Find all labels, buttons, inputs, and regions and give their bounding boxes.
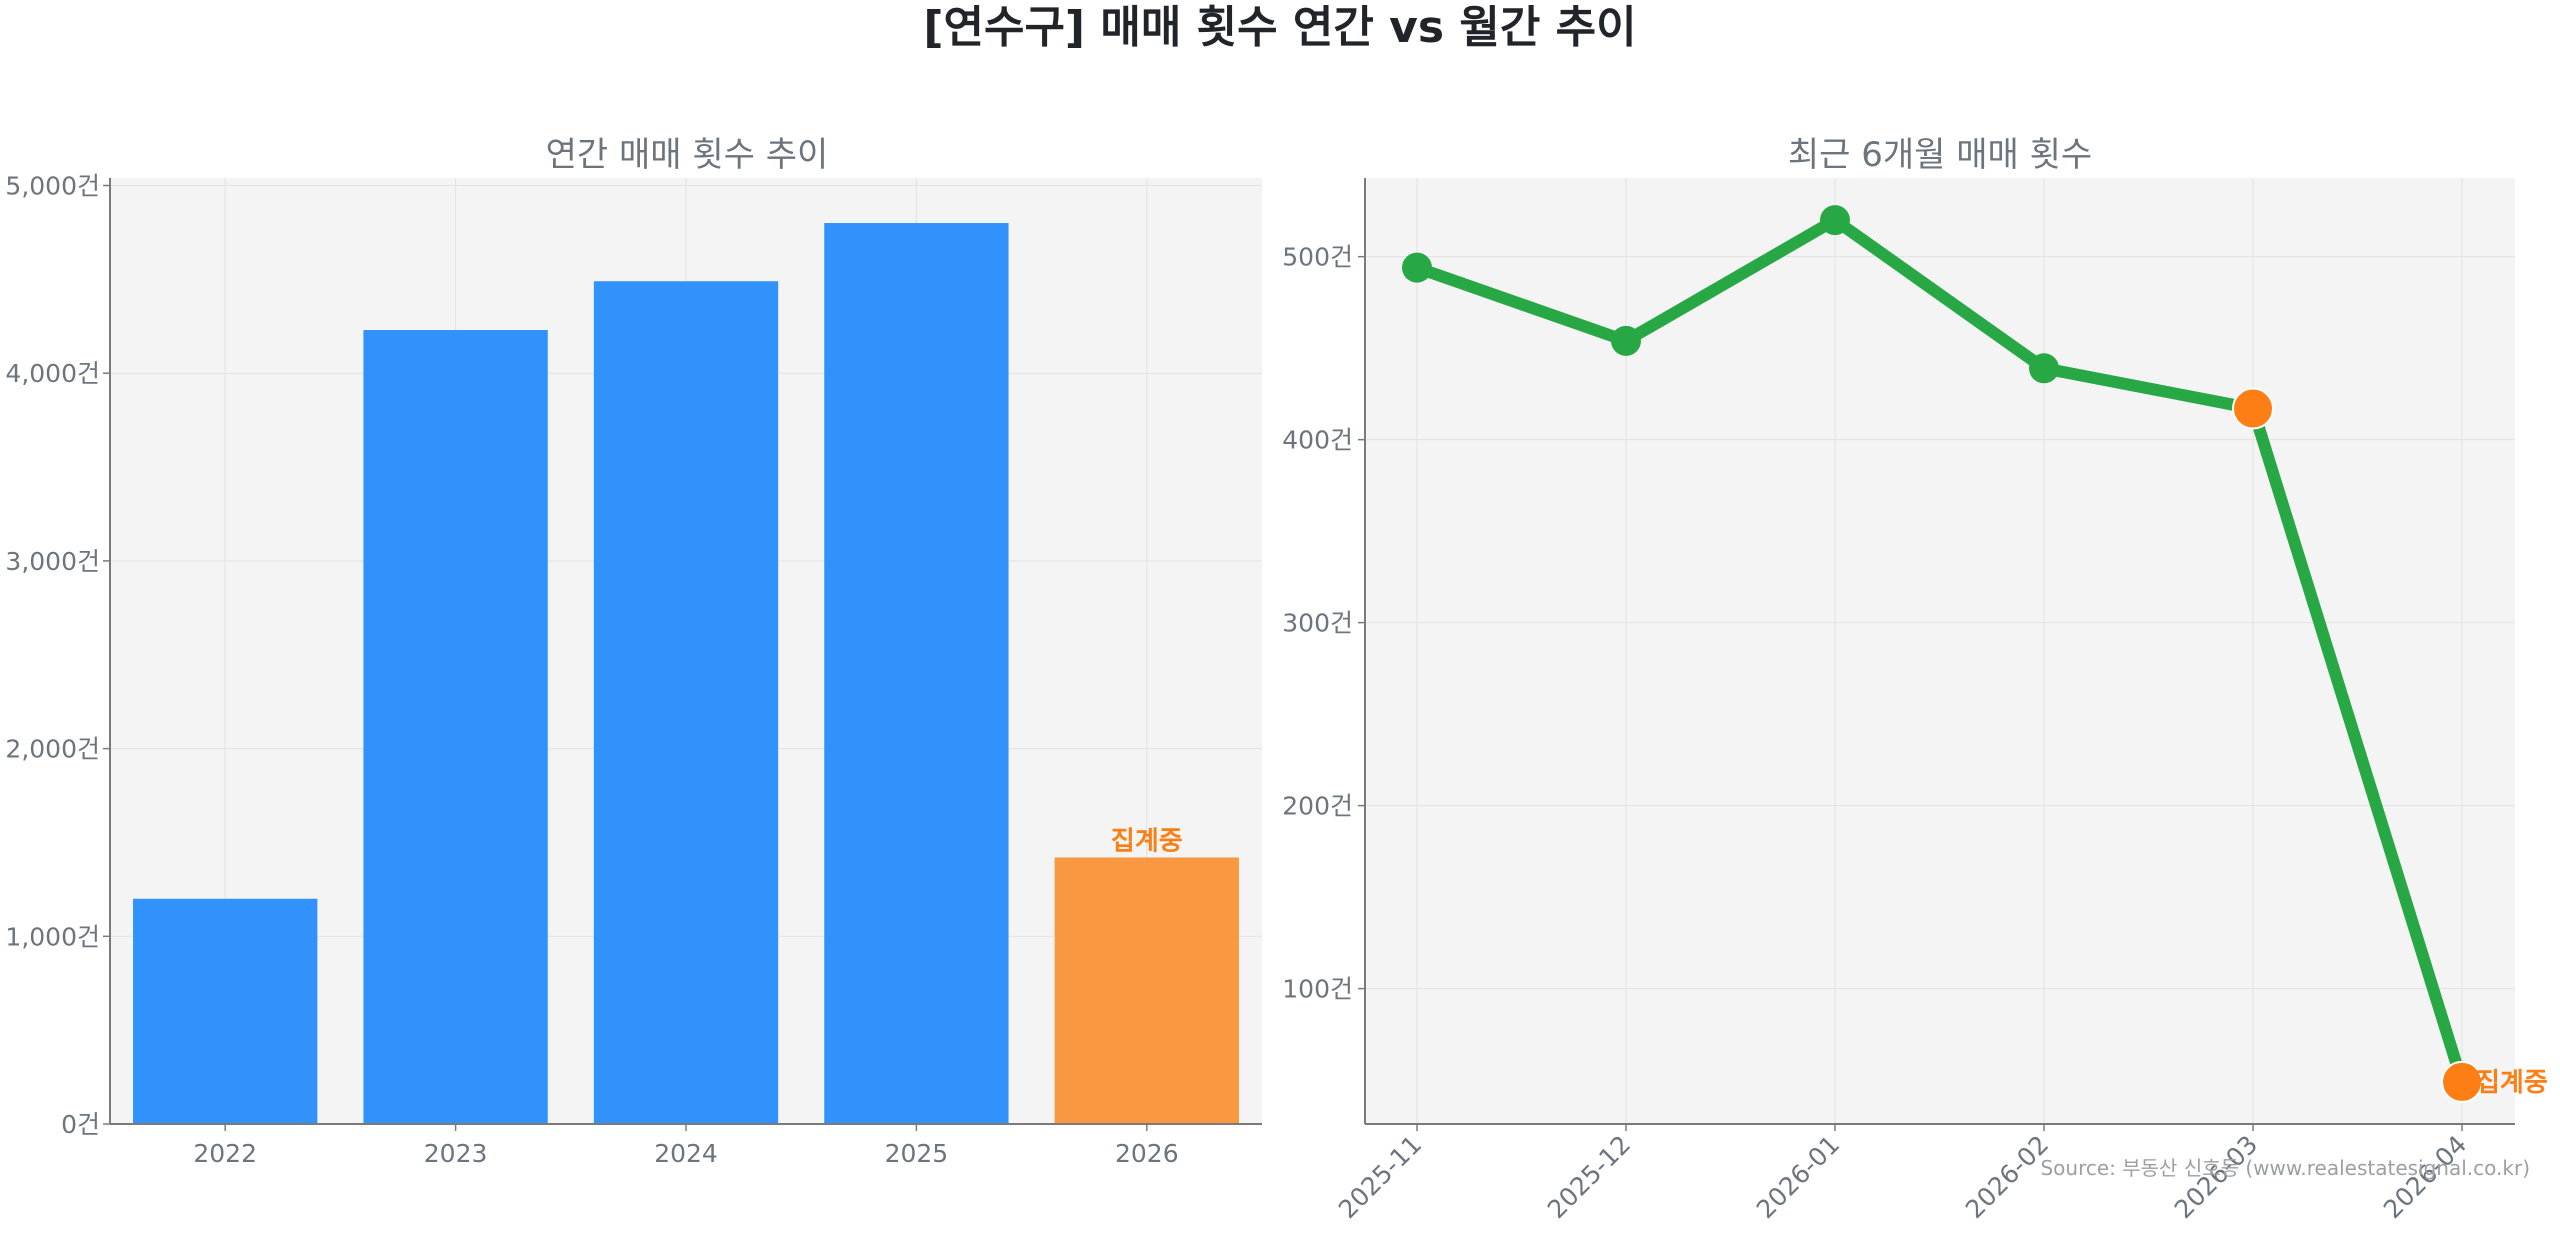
- bar: [824, 223, 1009, 1125]
- line-plot-area: [1365, 178, 2515, 1124]
- line-pending-label: 집계중: [2476, 1068, 2548, 1098]
- bar-y-tick-label: 0건: [61, 1110, 100, 1139]
- bar-x-tick-label: 2023: [424, 1139, 488, 1168]
- bar-chart-title: 연간 매매 횟수 추이: [546, 135, 829, 175]
- point-marker: [1611, 325, 1641, 356]
- point-marker: [2029, 353, 2059, 384]
- line-y-tick-label: 100건: [1282, 975, 1353, 1004]
- bar: [133, 898, 318, 1124]
- bar-x-tick-label: 2024: [654, 1139, 718, 1168]
- bar-x-tick-label: 2026: [1115, 1139, 1179, 1168]
- point-marker: [1820, 205, 1850, 236]
- bar-y-tick-label: 2,000건: [5, 735, 100, 764]
- bar-y-tick-label: 1,000건: [5, 922, 100, 951]
- series-line: [1411, 214, 2468, 1088]
- line-x-tick-label: 2025-11: [1333, 1130, 1427, 1224]
- line-y-tick-label: 300건: [1282, 609, 1353, 638]
- bar-pending: [1054, 857, 1239, 1124]
- bar: [363, 330, 548, 1124]
- point-marker-pending: [2441, 1060, 2483, 1103]
- bar-x-tick-label: 2022: [193, 1139, 257, 1168]
- bar: [593, 281, 779, 1124]
- line-x-tick-label: 2026-01: [1751, 1130, 1845, 1224]
- point-marker-pending: [2232, 387, 2274, 430]
- point-marker: [1402, 252, 1432, 283]
- bar-pending-label: 집계중: [1111, 826, 1183, 856]
- line-y-tick-label: 200건: [1282, 792, 1353, 821]
- bar-x-tick-label: 2025: [885, 1139, 949, 1168]
- line-y-tick-label: 500건: [1282, 243, 1353, 272]
- bar-y-tick-label: 3,000건: [5, 547, 100, 576]
- annual-bar-chart: 연간 매매 횟수 추이 0건 1,000건 2,000건 3,000건 4,000건 5,…: [5, 135, 1262, 1168]
- figure-title: [연수구] 매매 횟수 연간 vs 월간 추이: [923, 2, 1636, 53]
- bar-y-tick-label: 5,000건: [5, 172, 100, 201]
- bar-y-tick-label: 4,000건: [5, 359, 100, 388]
- line-y-tick-label: 400건: [1282, 426, 1353, 455]
- line-chart-title: 최근 6개월 매매 횟수: [1788, 135, 2092, 175]
- line-x-tick-label: 2025-12: [1542, 1130, 1636, 1224]
- source-note: Source: 부동산 신호등 (www.realestatesignal.co…: [2040, 1156, 2530, 1180]
